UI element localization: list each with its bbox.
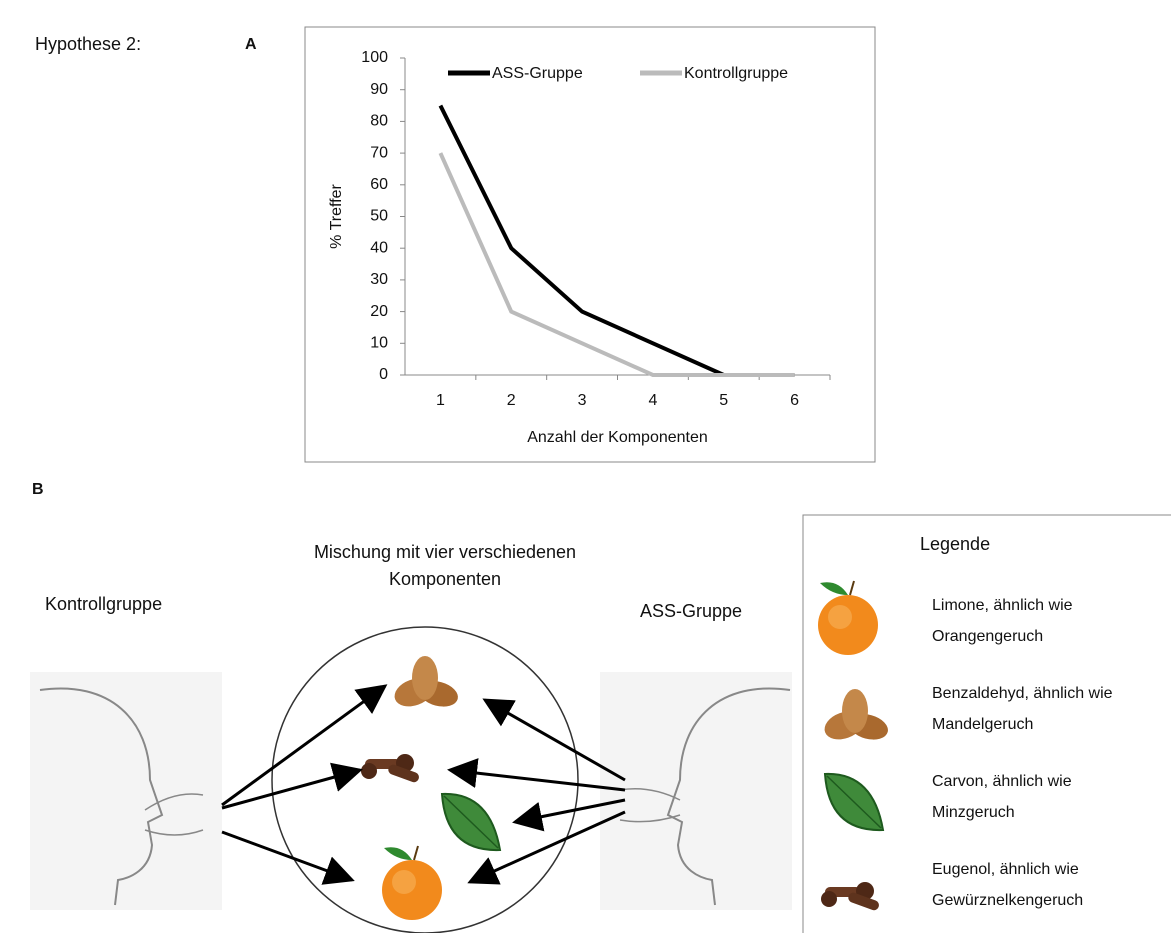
- y-tick-label: 60: [370, 176, 388, 193]
- x-tick-label: 6: [790, 392, 799, 409]
- y-tick-label: 20: [370, 303, 388, 320]
- legend-title: Legende: [920, 534, 990, 554]
- mixture-label: Komponenten: [389, 569, 501, 589]
- y-tick-label: 90: [370, 81, 388, 98]
- face-bg: [30, 672, 222, 910]
- mixture-label: Mischung mit vier verschiedenen: [314, 542, 576, 562]
- hypothesis: Hypothese 2:: [35, 34, 141, 54]
- x-tick-label: 2: [507, 392, 516, 409]
- y-axis-label: % Treffer: [328, 184, 345, 249]
- y-tick-label: 50: [370, 208, 388, 225]
- legend-label: Kontrollgruppe: [684, 65, 788, 82]
- x-axis-label: Anzahl der Komponenten: [527, 429, 708, 446]
- arrows: [222, 686, 625, 882]
- group-label: Kontrollgruppe: [45, 594, 162, 614]
- legend-item-text: Minzgeruch: [932, 804, 1015, 821]
- group-label: ASS-Gruppe: [640, 601, 742, 621]
- y-tick-label: 10: [370, 335, 388, 352]
- leaf-icon: [825, 774, 883, 830]
- legend-item-text: Eugenol, ähnlich wie: [932, 861, 1079, 878]
- legend-item-text: Mandelgeruch: [932, 716, 1033, 733]
- diagram: Mischung mit vier verschiedenen Komponen…: [30, 515, 1171, 933]
- clove-icon: [821, 882, 880, 912]
- series-line: [440, 106, 794, 375]
- series-line: [440, 153, 794, 375]
- x-tick-label: 5: [719, 392, 728, 409]
- y-tick-label: 40: [370, 239, 388, 256]
- legend-item-text: Orangengeruch: [932, 628, 1043, 645]
- legend-label: ASS-Gruppe: [492, 65, 583, 82]
- legend-item-text: Benzaldehyd, ähnlich wie: [932, 685, 1113, 702]
- legend-item-text: Limone, ähnlich wie: [932, 597, 1073, 614]
- panel-label: B: [32, 481, 44, 498]
- orange-icon: [818, 581, 878, 655]
- legend-item-text: Gewürznelkengeruch: [932, 892, 1083, 909]
- y-tick-label: 70: [370, 144, 388, 161]
- panel-label: A: [245, 36, 257, 53]
- y-tick-label: 0: [379, 366, 388, 383]
- y-tick-label: 30: [370, 271, 388, 288]
- orange-icon: [382, 846, 442, 920]
- y-tick-label: 100: [361, 49, 388, 66]
- almond-icon: [391, 656, 461, 711]
- figure: Hypothese 2: A B 0 10 20 30 40 50 60 70 80 90 100 1…: [0, 0, 1171, 933]
- x-tick-label: 1: [436, 392, 445, 409]
- almond-icon: [821, 689, 891, 744]
- y-tick-label: 80: [370, 113, 388, 130]
- legend-item-text: Carvon, ähnlich wie: [932, 773, 1072, 790]
- clove-icon: [361, 754, 420, 784]
- chart: 0 10 20 30 40 50 60 70 80 90 100 1 2 3 4 5 6 Anzahl der K…: [328, 49, 830, 446]
- x-tick-label: 4: [648, 392, 657, 409]
- x-tick-label: 3: [578, 392, 587, 409]
- leaf-icon: [442, 794, 500, 850]
